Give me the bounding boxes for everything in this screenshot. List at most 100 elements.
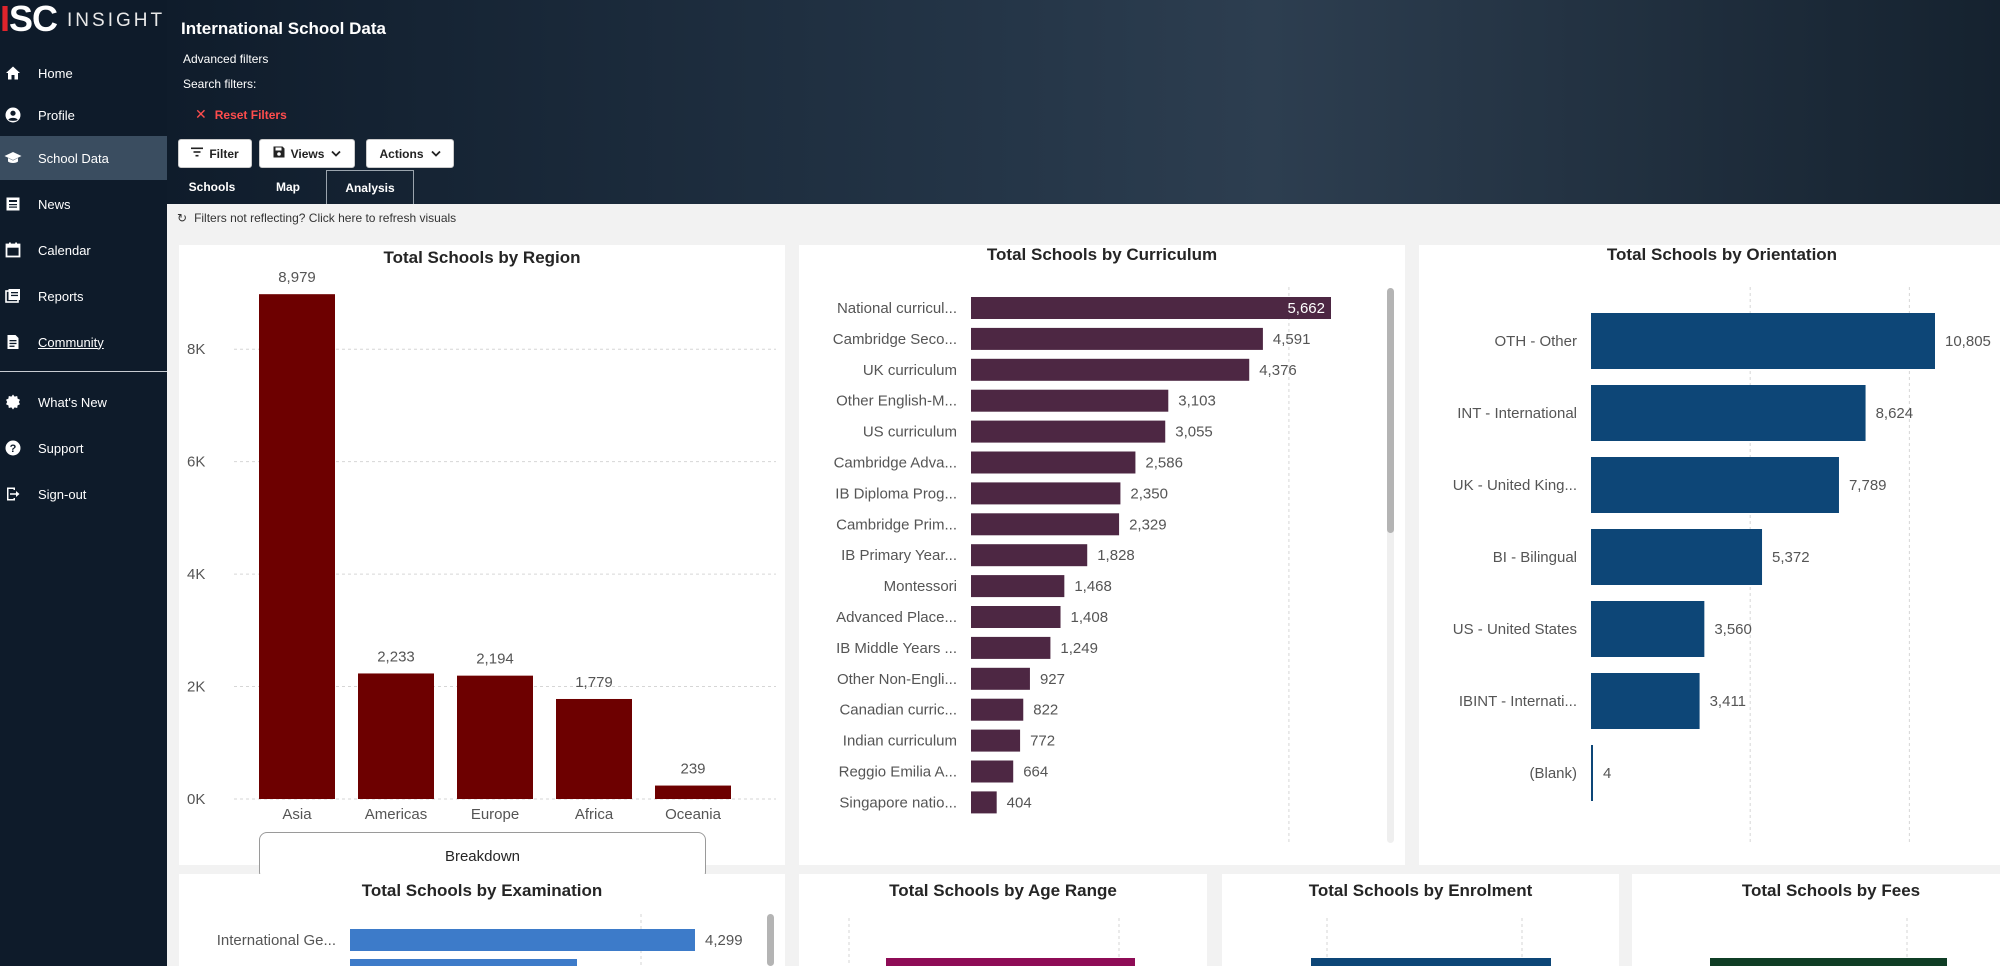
data-label: 1,468 [1074,578,1112,595]
chart-panel-examination: Total Schools by Examination Internation… [179,874,785,966]
home-icon [3,63,23,83]
data-label: 5,662 [1287,300,1325,317]
sidebar-divider [0,371,167,372]
sidebar-item-label: Community [38,334,104,350]
data-label: 7,789 [1849,477,1887,494]
examination-scrollbar[interactable] [767,914,774,966]
views-dropdown[interactable]: Views [259,139,355,168]
bar-oceania [655,785,731,799]
bar [1591,457,1839,513]
scrollbar-thumb[interactable] [1387,288,1394,533]
bar [971,297,1331,319]
data-label: 5,372 [1772,549,1810,566]
logo-text: INSIGHT [67,10,166,31]
data-label: 822 [1033,702,1058,719]
chevron-down-icon [331,149,342,159]
bar [350,929,695,951]
sidebar-item-news[interactable]: News [0,182,167,226]
sidebar-item-reports[interactable]: Reports [0,274,167,318]
data-label: 4,376 [1259,362,1297,379]
refresh-icon: ↻ [177,211,188,225]
page-header: International School Data Advanced filte… [167,0,2000,204]
save-icon [273,146,285,161]
category-label: (Blank) [1529,765,1577,782]
chart-panel-age-range: Total Schools by Age Range [799,874,1207,966]
bar [971,327,1263,350]
tab-map[interactable]: Map [276,180,300,194]
x-tick-label: Oceania [665,806,722,823]
actions-dropdown[interactable]: Actions [366,139,454,168]
sidebar: ISC INSIGHT Home Profile School Data New… [0,0,167,966]
category-label: National curricul... [837,300,957,317]
data-label: 8,979 [278,269,316,286]
data-label: 4,591 [1273,331,1311,348]
bar [1591,601,1705,657]
sidebar-item-sign-out[interactable]: Sign-out [0,472,167,516]
breakdown-button[interactable]: Breakdown [259,832,706,880]
x-tick-label: Europe [471,806,519,823]
y-tick-label: 8K [187,341,205,358]
data-label: 3,560 [1714,621,1752,638]
category-label: INT - International [1457,405,1577,422]
sidebar-item-label: Calendar [38,242,91,258]
news-icon [3,194,23,214]
x-tick-label: Americas [365,806,428,823]
logo[interactable]: ISC INSIGHT [0,0,165,38]
bar [350,959,577,966]
data-label: 10,805 [1945,333,1991,350]
reset-filters-label: Reset Filters [214,107,287,122]
bar-africa [556,698,632,799]
data-label: 239 [680,761,705,778]
chart-panel-curriculum: Total Schools by Curriculum 0K5KNational… [799,245,1405,865]
reports-icon [3,286,23,306]
x-tick-label: Asia [282,806,312,823]
actions-label: Actions [379,146,424,161]
category-label: Cambridge Prim... [836,516,957,533]
category-label: Other Non-Engli... [837,671,957,688]
enrolment-chart [1311,918,1551,966]
category-label: OTH - Other [1494,333,1577,350]
analysis-content: ↻ Filters not reflecting? Click here to r… [167,204,2000,966]
bar-europe [457,675,533,799]
y-tick-label: 6K [187,454,205,471]
sign-out-icon [3,484,23,504]
reset-filters-button[interactable]: ✕ Reset Filters [195,106,287,123]
category-label: Canadian curric... [839,702,957,719]
category-label: IB Middle Years ... [836,640,957,657]
graduation-cap-icon [3,148,23,168]
curriculum-scrollbar[interactable] [1387,288,1394,843]
sidebar-item-school-data[interactable]: School Data [0,136,167,180]
sidebar-item-label: Profile [38,107,75,123]
tab-analysis[interactable]: Analysis [326,170,414,204]
bar [971,451,1136,474]
sidebar-item-support[interactable]: ? Support [0,426,167,470]
advanced-filters-link[interactable]: Advanced filters [183,52,269,66]
data-label: 2,586 [1145,455,1183,472]
sidebar-item-calendar[interactable]: Calendar [0,228,167,272]
tab-schools[interactable]: Schools [188,180,236,194]
bar [1591,745,1593,801]
y-tick-label: 4K [187,566,205,583]
data-label: 8,624 [1876,405,1914,422]
filter-button-label: Filter [209,146,239,161]
bar [971,698,1024,721]
x-tick-label: Africa [575,806,614,823]
sidebar-item-profile[interactable]: Profile [0,93,167,137]
bar-americas [358,673,434,799]
sidebar-item-home[interactable]: Home [0,51,167,95]
category-label: UK curriculum [863,362,957,379]
category-label: Montessori [884,578,957,595]
bar [1591,673,1700,729]
data-label: 1,408 [1071,609,1109,626]
bar [971,482,1121,505]
logo-mark-sc: SC [9,0,58,39]
category-label: Cambridge Adva... [834,455,957,472]
chart-title: Total Schools by Enrolment [1308,881,1533,900]
refresh-visuals-link[interactable]: ↻ Filters not reflecting? Click here to r… [177,211,456,225]
sidebar-item-community[interactable]: Community [0,320,167,364]
bar [886,958,1135,966]
sidebar-item-whats-new[interactable]: What's New [0,380,167,424]
data-label: 772 [1030,733,1055,750]
filter-button[interactable]: Filter [178,139,252,168]
category-label: Cambridge Seco... [833,331,957,348]
